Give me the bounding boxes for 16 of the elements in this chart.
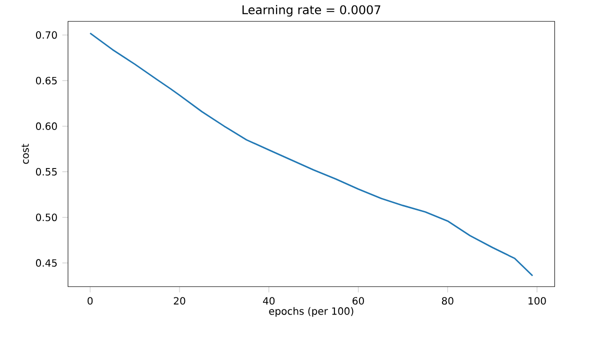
chart-title: Learning rate = 0.0007 xyxy=(242,5,380,17)
x-tick-label: 0 xyxy=(88,297,93,305)
x-axis-title: epochs (per 100) xyxy=(269,307,354,317)
x-tick-label: 40 xyxy=(263,297,275,305)
y-tick-label: 0.65 xyxy=(36,76,57,84)
line-series xyxy=(89,32,534,276)
x-tick-label: 20 xyxy=(174,297,186,305)
y-tick-label: 0.45 xyxy=(36,259,57,267)
y-tick-label: 0.60 xyxy=(36,122,57,130)
x-tick-label: 60 xyxy=(352,297,364,305)
x-tick-label: 100 xyxy=(528,297,546,305)
y-tick-label: 0.55 xyxy=(36,168,57,176)
y-tick-label: 0.50 xyxy=(36,214,57,222)
y-axis-title: cost xyxy=(22,144,29,164)
y-tick-label: 0.70 xyxy=(36,31,57,39)
x-tick-label: 80 xyxy=(442,297,454,305)
